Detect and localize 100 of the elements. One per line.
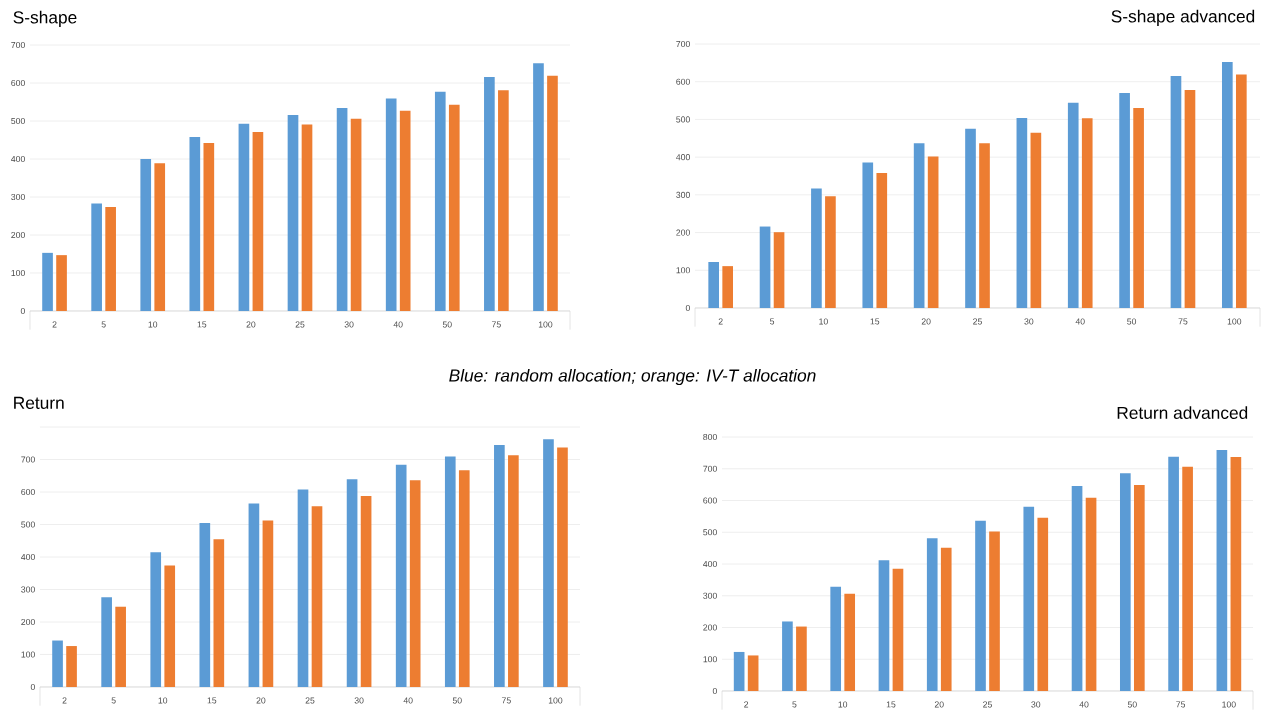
x-tick-label: 75 — [491, 321, 501, 328]
bar — [1016, 117, 1028, 308]
x-tick-label: 100 — [1222, 701, 1236, 708]
bar — [248, 503, 260, 687]
x-tick-label: 2 — [718, 318, 723, 325]
bar — [543, 439, 554, 687]
x-tick-label: 30 — [1024, 318, 1034, 325]
y-tick-label: 300 — [11, 193, 25, 201]
x-tick-label: 40 — [1079, 701, 1089, 708]
x-tick-label: 50 — [442, 321, 452, 328]
bar — [1067, 102, 1079, 308]
bar — [876, 172, 888, 308]
bar — [238, 123, 250, 311]
chart-title: Return — [14, 396, 64, 409]
bar — [782, 621, 793, 691]
bar — [56, 255, 67, 311]
bar — [140, 159, 152, 311]
bar — [508, 455, 519, 687]
x-tick-label: 15 — [207, 697, 217, 704]
x-tick-label: 50 — [452, 697, 462, 704]
x-tick-label: 20 — [256, 697, 266, 704]
bar — [252, 132, 264, 311]
x-tick-label: 20 — [934, 701, 944, 708]
bar — [52, 640, 63, 687]
x-tick-label: 2 — [62, 697, 67, 704]
bar — [399, 110, 411, 311]
bar — [66, 646, 77, 687]
bar — [759, 226, 771, 308]
x-tick-label: 15 — [197, 321, 207, 328]
y-tick-label: 0 — [30, 683, 35, 691]
x-tick-label: 75 — [1178, 318, 1188, 325]
x-tick-label: 30 — [344, 321, 354, 328]
y-tick-label: 400 — [703, 560, 717, 568]
y-tick-label: 200 — [703, 624, 717, 631]
bar — [708, 261, 720, 308]
x-tick-label: 15 — [870, 318, 880, 325]
bar — [878, 560, 890, 691]
y-tick-label: 500 — [21, 521, 35, 528]
bar — [101, 597, 112, 687]
x-tick-label: 50 — [1127, 701, 1137, 708]
bar — [336, 108, 348, 311]
y-tick-label: 200 — [676, 229, 690, 236]
y-tick-label: 0 — [712, 687, 717, 695]
y-tick-label: 700 — [21, 456, 35, 463]
y-tick-label: 100 — [703, 656, 717, 663]
y-tick-label: 200 — [21, 618, 35, 626]
y-tick-label: 300 — [703, 592, 717, 599]
x-tick-label: 40 — [403, 697, 413, 704]
x-tick-label: 10 — [819, 318, 828, 325]
bar — [1023, 506, 1035, 691]
bar — [409, 480, 421, 687]
bar — [989, 531, 1000, 691]
bar — [42, 252, 53, 311]
bar — [733, 651, 745, 691]
bar — [297, 489, 309, 687]
x-tick-label: 100 — [538, 321, 553, 328]
y-tick-label: 100 — [11, 269, 25, 277]
bar — [213, 539, 225, 687]
bar — [1182, 466, 1193, 691]
x-tick-label: 10 — [158, 697, 168, 704]
bar — [844, 593, 856, 691]
x-tick-label: 25 — [983, 701, 992, 708]
bar — [287, 114, 299, 311]
bar — [927, 156, 939, 308]
bar — [965, 128, 976, 308]
bar — [434, 91, 446, 311]
bar — [91, 203, 102, 311]
bar — [150, 552, 162, 687]
bar — [189, 136, 201, 311]
y-tick-label: 800 — [703, 433, 717, 441]
bar — [913, 143, 925, 308]
bar — [311, 506, 323, 687]
y-tick-label: 600 — [676, 78, 690, 85]
bar — [1216, 450, 1228, 691]
bar — [533, 63, 544, 311]
bar — [262, 520, 274, 687]
y-tick-label: 700 — [703, 465, 717, 472]
y-tick-label: 500 — [676, 116, 690, 123]
bar — [1230, 457, 1242, 691]
x-tick-label: 5 — [111, 697, 116, 704]
y-tick-label: 200 — [11, 231, 25, 239]
y-tick-label: 100 — [676, 267, 690, 274]
bar — [1119, 93, 1130, 308]
x-tick-label: 10 — [148, 321, 158, 328]
chart-title: Return advanced — [1117, 406, 1248, 419]
y-tick-label: 600 — [703, 497, 717, 504]
bar — [154, 163, 166, 311]
x-tick-label: 10 — [838, 701, 848, 708]
y-tick-label: 600 — [11, 79, 25, 87]
bar — [811, 188, 822, 308]
bar — [395, 464, 407, 687]
y-tick-label: 0 — [20, 307, 25, 315]
chart-title: S-shape — [13, 10, 77, 27]
bar — [1221, 62, 1233, 308]
x-tick-label: 40 — [1075, 318, 1085, 325]
chart-title: S-shape advanced — [1111, 9, 1255, 26]
x-tick-label: 2 — [52, 321, 57, 328]
y-tick-label: 400 — [21, 553, 35, 561]
bar — [484, 76, 495, 311]
bar — [979, 143, 990, 308]
